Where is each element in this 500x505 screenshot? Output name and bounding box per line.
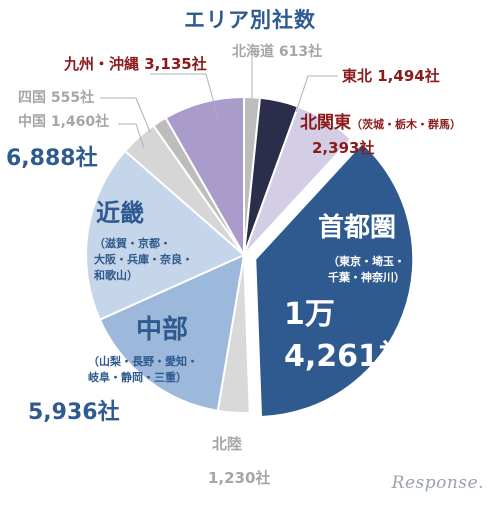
label-kyushu: 九州・沖縄 3,135社 [64,55,207,73]
label-kyushu-name: 九州・沖縄 [64,55,140,73]
leader-line-shikoku [100,97,151,133]
response-watermark: Response. [391,473,484,493]
label-shutoken-value2: 4,261社 [284,339,409,374]
label-chugoku-name: 中国 [18,114,46,130]
label-chubu-value: 5,936社 [28,400,120,425]
pie-slices [85,95,415,419]
label-shutoken-sub: （東京・埼玉・ 千葉・神奈川） [328,254,405,286]
label-chubu-sub: （山梨・長野・愛知・ 岐阜・静岡・三重） [88,354,198,386]
pie-slice-9 [164,95,245,259]
label-chugoku-value: 1,460社 [50,114,110,130]
leader-line-chugoku [118,123,145,149]
label-kitakanto-sub: （茨城・栃木・群馬） [351,118,461,131]
label-kinki-sub1: （滋賀・京都・ [94,237,171,250]
label-chubu-sub2: 岐阜・静岡・三重） [88,370,187,384]
label-shutoken-sub1: （東京・埼玉・ [328,255,405,268]
leader-line-tohoku [295,75,338,113]
label-hokuriku-name: 北陸 [212,435,243,453]
label-tohoku-name: 東北 [342,67,373,85]
pie-slice-6 [85,149,246,321]
label-kinki-sub3: 和歌山） [94,268,138,282]
label-hokuriku-value: 1,230社 [208,469,271,487]
leader-line-kyushu [150,73,219,119]
label-hokkaido: 北海道 613社 [232,44,322,60]
leader-lines [100,54,338,149]
label-shikoku-value: 555社 [50,90,95,106]
pie-slice-3 [254,141,415,419]
label-chugoku: 中国 1,460社 [18,114,109,130]
label-shikoku: 四国 555社 [18,90,94,106]
label-shutoken-value1: 1万 [284,297,335,332]
label-kinki-sub: （滋賀・京都・ 大阪・兵庫・奈良・ 和歌山） [94,236,193,284]
label-kitakanto-name: 北関東 [300,113,351,133]
label-tohoku-value: 1,494社 [377,67,440,85]
label-hokkaido-value: 613社 [278,44,323,60]
pie-slice-5 [98,253,246,412]
label-shutoken-sub2: 千葉・神奈川） [328,270,405,284]
label-shikoku-name: 四国 [18,90,46,106]
label-chubu-sub1: （山梨・長野・愛知・ [88,355,198,368]
label-shutoken-name: 首都圏 [318,213,397,243]
label-kinki-value: 6,888社 [6,146,98,171]
chart-title: エリア別社数 [184,8,316,32]
label-hokkaido-name: 北海道 [232,44,274,60]
label-chubu-name: 中部 [136,315,189,345]
label-kitakanto-value: 2,393社 [312,139,375,157]
label-kinki-name: 近畿 [96,199,144,227]
label-kitakanto: 北関東（茨城・栃木・群馬） [300,113,461,134]
label-kyushu-value: 3,135社 [144,55,207,73]
label-kinki-sub2: 大阪・兵庫・奈良・ [94,252,193,266]
label-tohoku: 東北 1,494社 [342,67,440,85]
